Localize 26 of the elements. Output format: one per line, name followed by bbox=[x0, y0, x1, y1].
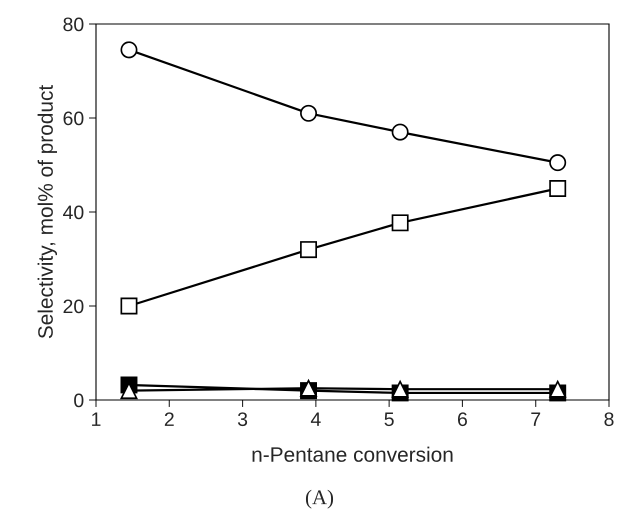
point bbox=[549, 180, 566, 197]
y-tick-label: 40 bbox=[63, 205, 84, 220]
x-tick-label: 3 bbox=[238, 412, 248, 426]
y-tick-label: 60 bbox=[64, 111, 84, 126]
y-tick-label: 0 bbox=[74, 393, 84, 408]
point bbox=[300, 241, 318, 258]
x-tick-label: 5 bbox=[384, 412, 394, 426]
y-tick-label: 80 bbox=[63, 17, 84, 32]
text: (A) bbox=[306, 490, 334, 509]
point bbox=[392, 124, 409, 141]
x-tick-label: 4 bbox=[310, 412, 321, 426]
x-tick-label: 2 bbox=[164, 412, 174, 426]
x-axis-title: n-Pentane conversion bbox=[252, 446, 452, 462]
point bbox=[392, 380, 409, 398]
point bbox=[120, 298, 138, 314]
point bbox=[549, 154, 566, 172]
x-tick-label: 8 bbox=[604, 412, 614, 426]
x-tick-label: 7 bbox=[531, 412, 540, 426]
x-tick-label: 6 bbox=[458, 412, 467, 426]
point bbox=[392, 214, 409, 232]
y-axis-title: Selectivity, mol% of product bbox=[38, 84, 58, 338]
x-tick-label: 1 bbox=[92, 412, 100, 426]
y-tick-label: 20 bbox=[64, 299, 84, 314]
point bbox=[300, 104, 318, 122]
point bbox=[549, 380, 566, 398]
point bbox=[120, 41, 138, 58]
